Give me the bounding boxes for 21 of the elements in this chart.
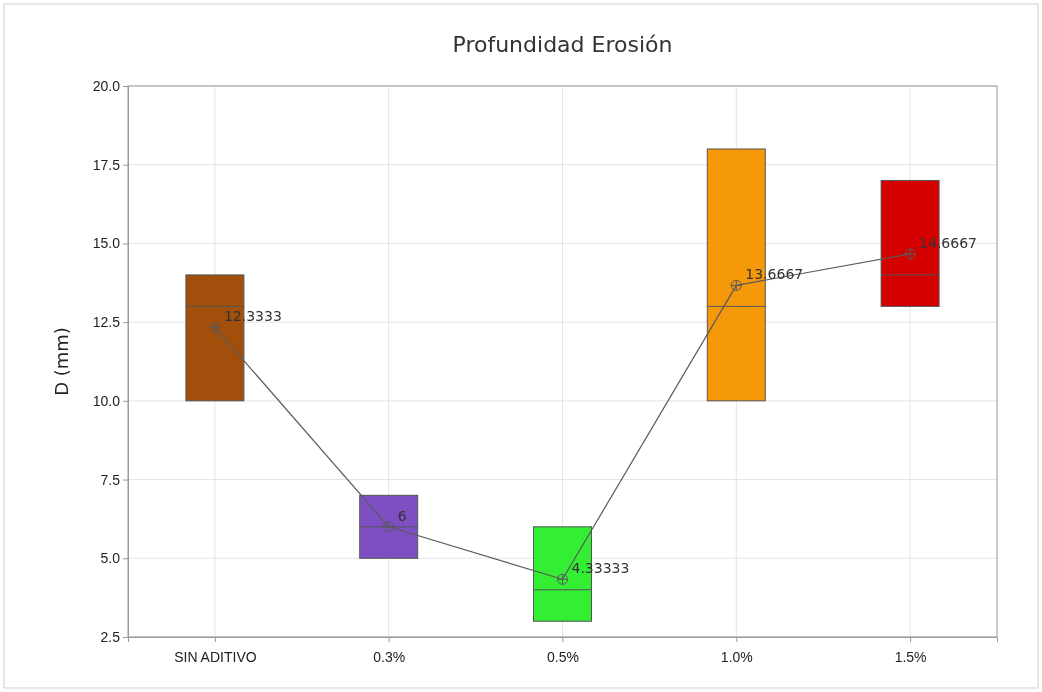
chart-title: Profundidad Erosión: [452, 32, 673, 57]
y-tick-label: 2.5: [100, 628, 121, 645]
point: [730, 279, 742, 291]
y-tick-label: 17.5: [92, 156, 121, 173]
y-tick-label: 20.0: [92, 77, 121, 94]
x-tick-label: 0.5%: [547, 648, 579, 665]
x-tick-label: 1.0%: [720, 648, 753, 665]
point: [904, 248, 916, 260]
y-tick-label: 10.0: [92, 392, 121, 409]
point: [209, 321, 221, 333]
point: [383, 521, 395, 533]
x-tick-label: 1.5%: [894, 648, 927, 665]
y-tick-label: 7.5: [100, 471, 121, 488]
x-tick-label: SIN ADITIVO: [174, 648, 257, 665]
x-tick-label: 0.3%: [373, 648, 406, 665]
y-tick-label: 15.0: [92, 235, 121, 252]
y-tick-label: 5.0: [100, 550, 121, 567]
point: [557, 573, 568, 585]
y-tick-label: 12.5: [92, 314, 121, 331]
y-axis-title: D (mm): [51, 327, 72, 396]
data-label: 6: [397, 507, 407, 524]
